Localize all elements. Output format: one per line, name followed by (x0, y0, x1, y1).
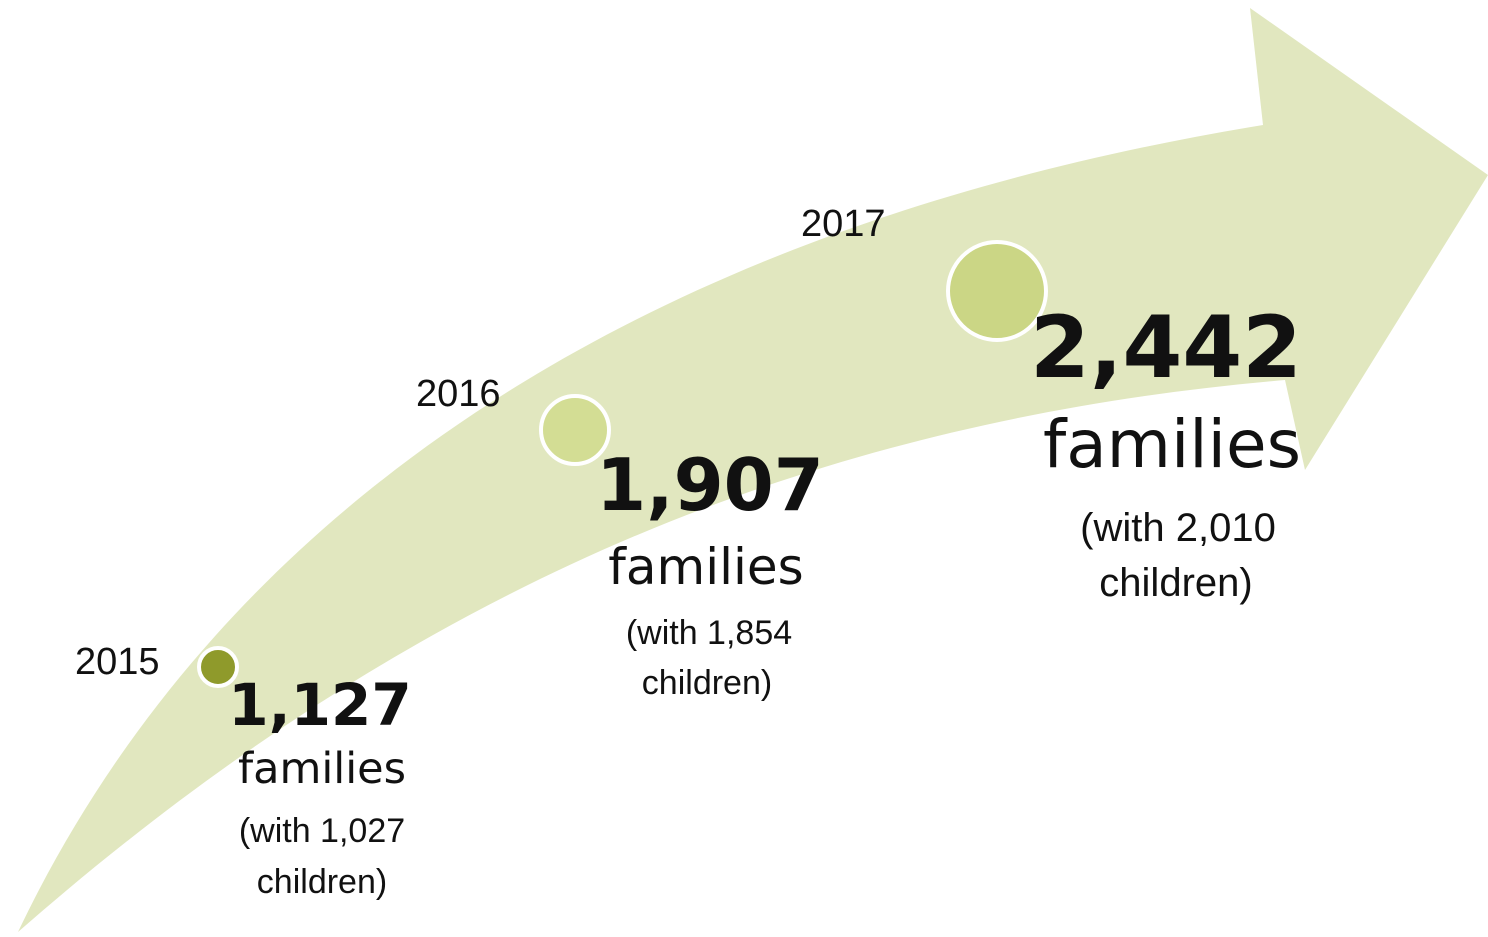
families-unit-2016: families (608, 538, 803, 596)
families-count-2015: 1,127 (228, 671, 411, 739)
milestone-dot-2016 (539, 394, 611, 466)
milestone-2017: 2017 2,442 families (with 2,010 children… (801, 203, 1302, 605)
milestone-dot-2017 (946, 240, 1048, 342)
children-line1-2015: (with 1,027 (239, 812, 405, 850)
year-label-2015: 2015 (75, 641, 160, 683)
families-count-2017: 2,442 (1030, 298, 1302, 398)
families-unit-2017: families (1043, 406, 1301, 483)
children-line1-2017: (with 2,010 (1080, 506, 1276, 550)
children-line2-2015: children) (257, 863, 387, 901)
milestone-2016: 2016 1,907 families (with 1,854 children… (416, 373, 824, 702)
milestone-dot-2015 (197, 646, 239, 688)
families-unit-2015: families (238, 744, 406, 794)
children-line2-2016: children) (642, 664, 772, 702)
milestone-2015: 2015 1,127 families (with 1,027 children… (75, 641, 412, 901)
children-line2-2017: children) (1099, 561, 1252, 605)
year-label-2016: 2016 (416, 373, 501, 415)
growth-arrow (18, 8, 1488, 932)
families-count-2016: 1,907 (596, 443, 824, 527)
year-label-2017: 2017 (801, 203, 886, 245)
children-line1-2016: (with 1,854 (626, 614, 792, 652)
